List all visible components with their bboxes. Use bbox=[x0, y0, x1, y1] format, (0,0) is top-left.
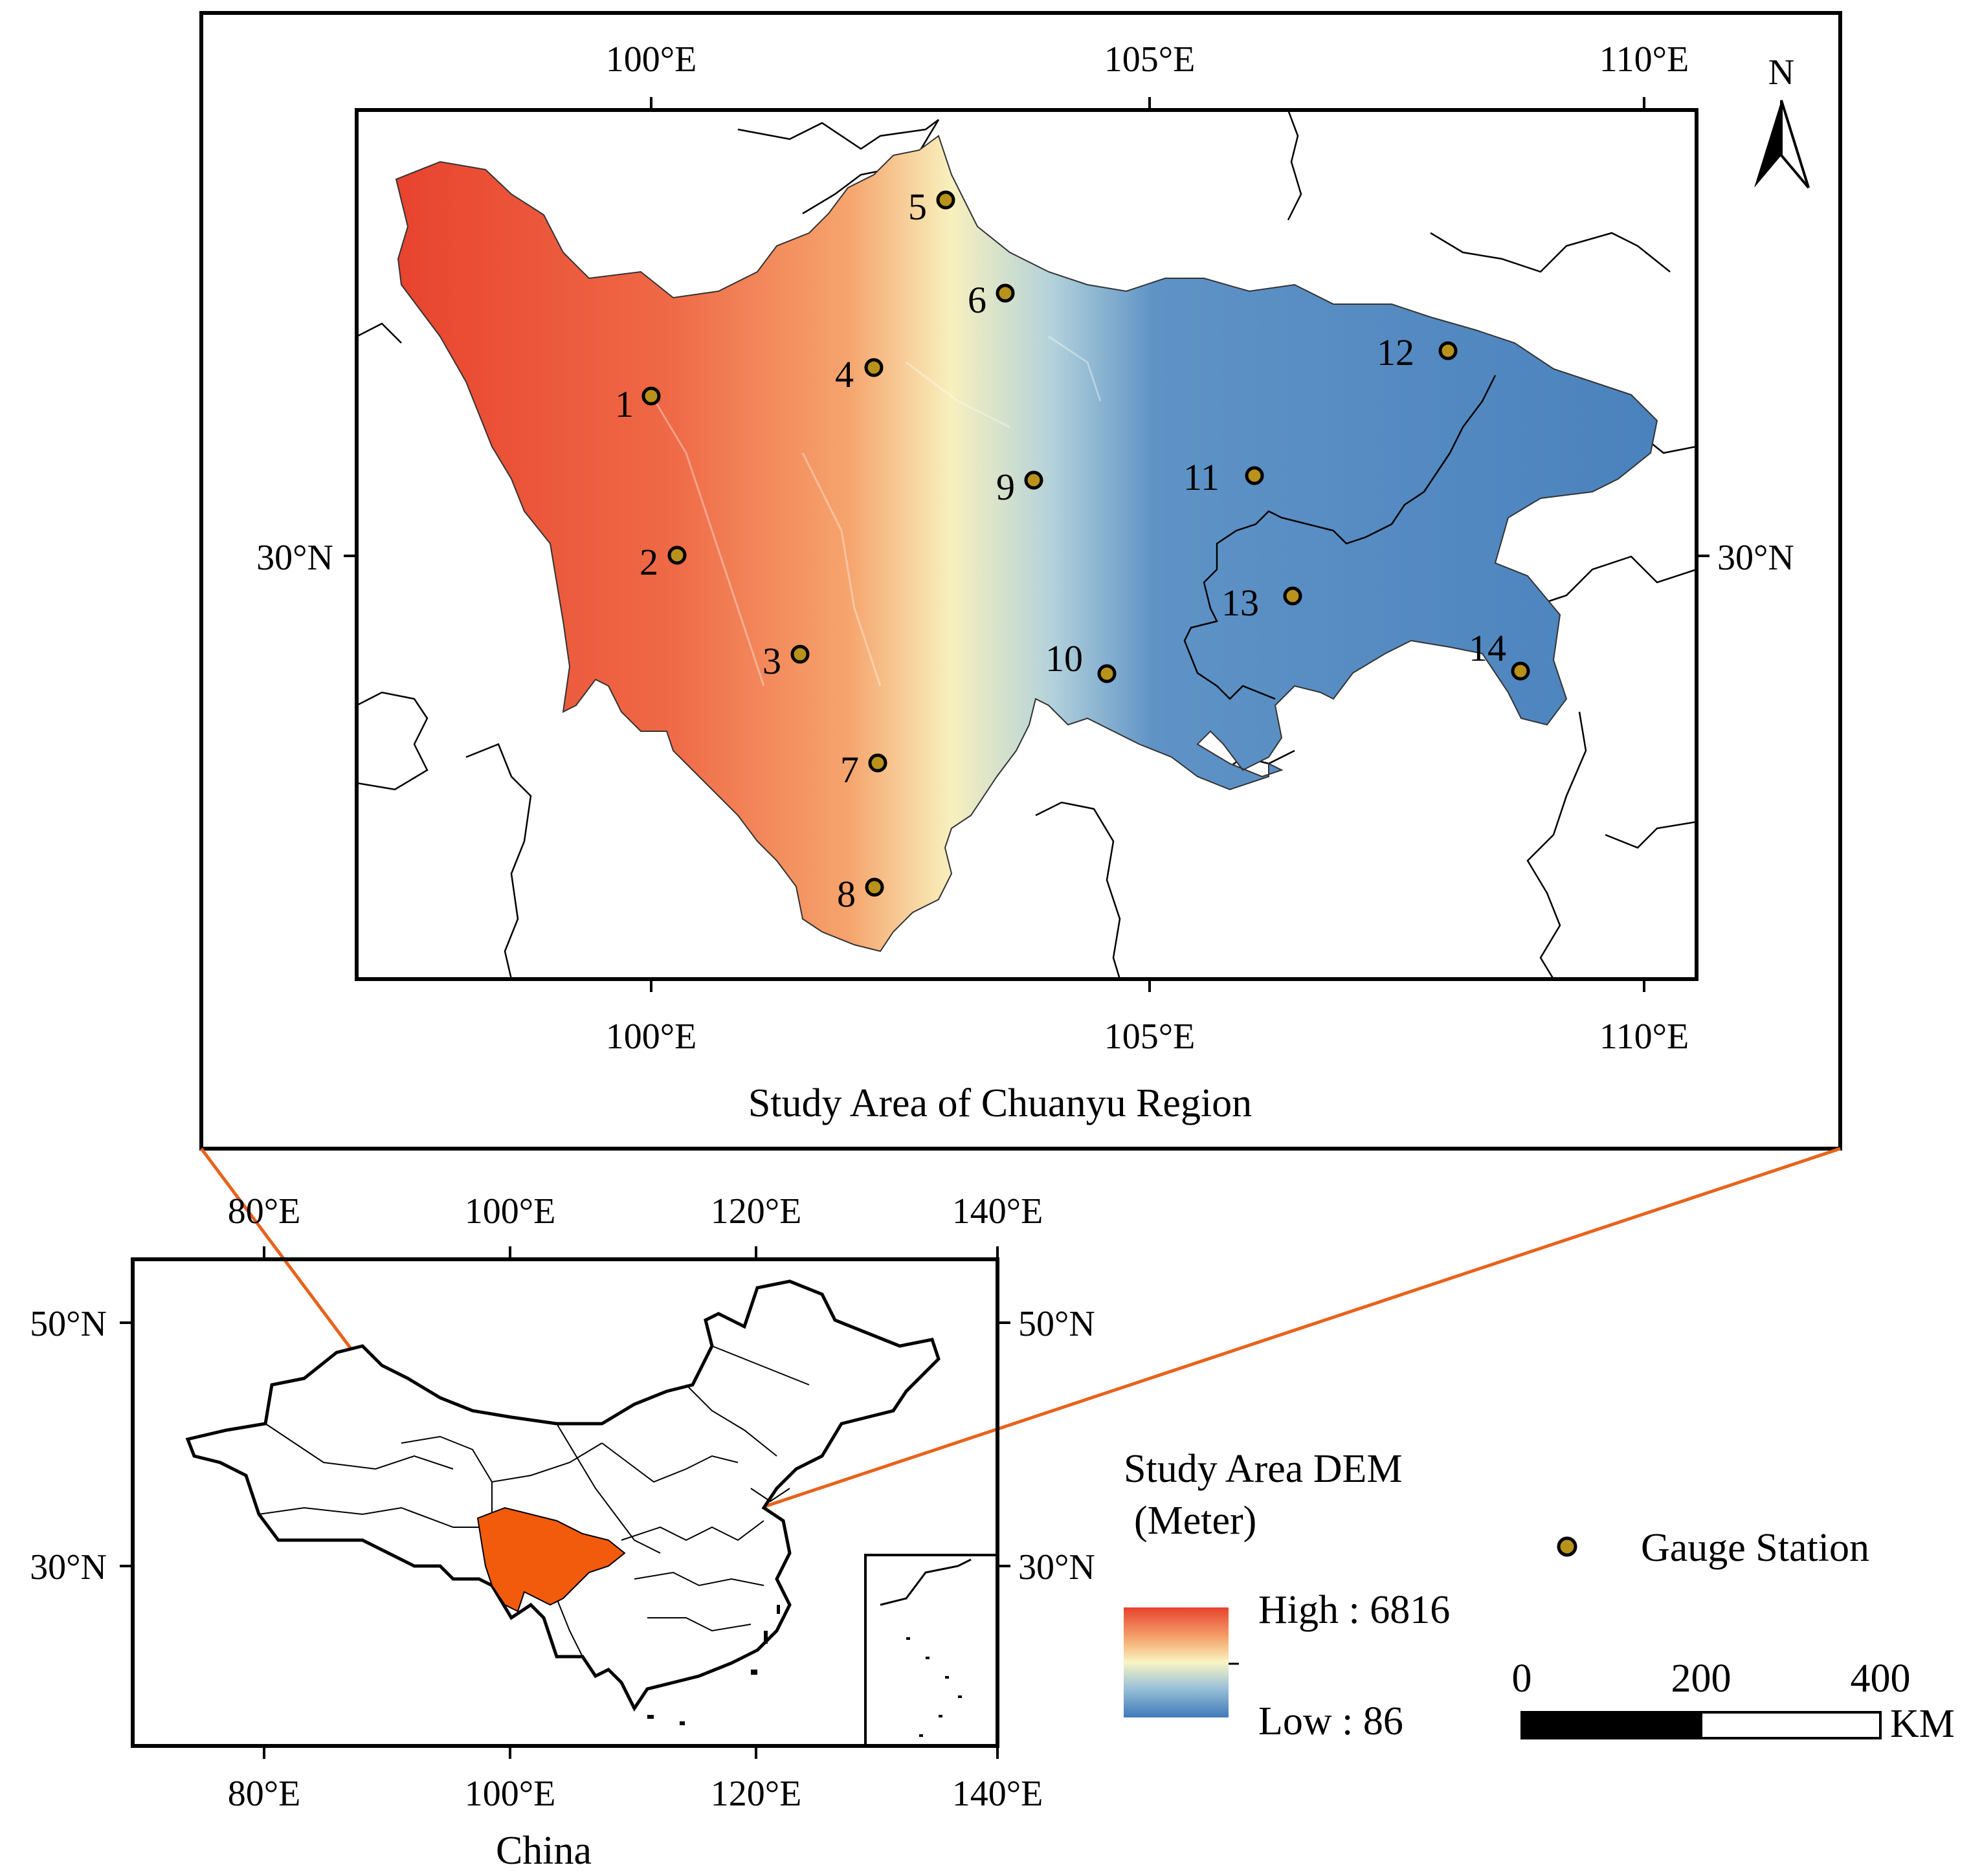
gauge-station-marker bbox=[865, 877, 884, 897]
gauge-station-marker bbox=[996, 283, 1015, 303]
inset-top-lon-label: 100°E bbox=[606, 39, 697, 80]
north-arrow-letter: N bbox=[1768, 52, 1794, 93]
inset-bottom-lon-label: 105°E bbox=[1104, 1017, 1196, 1057]
gauge-station-legend-symbol bbox=[1557, 1536, 1577, 1557]
inset-ticks bbox=[344, 97, 1709, 992]
inset-outer-frame bbox=[199, 11, 1842, 1151]
gauge-station-label: 6 bbox=[968, 279, 986, 321]
overview-top-lon-label: 140°E bbox=[952, 1191, 1043, 1231]
scale-unit: KM bbox=[1890, 1702, 1955, 1746]
study-region-dem bbox=[395, 135, 1658, 953]
gauge-station-marker bbox=[667, 546, 687, 565]
gauge-station-label: 9 bbox=[996, 466, 1015, 508]
overview-map-frame bbox=[131, 1257, 999, 1748]
inset-right-lat-label: 30°N bbox=[1717, 538, 1794, 578]
gauge-station-marker bbox=[936, 190, 955, 210]
overview-caption: China bbox=[496, 1829, 592, 1873]
north-arrow: N bbox=[1754, 52, 1810, 189]
inset-bottom-lon-label: 110°E bbox=[1599, 1017, 1689, 1057]
inset-map-frame bbox=[355, 108, 1698, 981]
gauge-station-marker bbox=[1438, 341, 1458, 360]
islands bbox=[647, 1605, 780, 1725]
inset-left-lat-label: 30°N bbox=[256, 538, 333, 578]
overview-top-lon-label: 80°E bbox=[228, 1191, 301, 1231]
gauge-station-marker bbox=[790, 645, 810, 664]
south-china-sea-inset bbox=[864, 1554, 997, 1746]
terrain-overlay bbox=[646, 335, 1102, 687]
inset-top-lon-label: 105°E bbox=[1104, 39, 1196, 80]
gauge-station-label: 5 bbox=[908, 186, 927, 228]
sichuan-chongqing-highlight bbox=[476, 1506, 626, 1613]
gauge-station-label: 3 bbox=[763, 640, 781, 682]
overview-top-lon-label: 120°E bbox=[711, 1191, 802, 1231]
overview-left-lat-label: 50°N bbox=[30, 1304, 107, 1344]
legend: Study Area DEM (Meter) High : 6816 Low :… bbox=[1124, 1447, 1955, 1746]
gauge-station-label: 12 bbox=[1377, 331, 1414, 373]
gauge-station-label: 13 bbox=[1221, 582, 1259, 624]
gauge-station-marker bbox=[1283, 586, 1302, 606]
scale-bar: 0 200 400 KM bbox=[1512, 1657, 1955, 1746]
dem-low-label: Low : 86 bbox=[1258, 1699, 1403, 1743]
overview-right-lat-label: 50°N bbox=[1018, 1304, 1095, 1344]
gauge-station-marker bbox=[1024, 470, 1043, 490]
scale-tick-label: 200 bbox=[1671, 1657, 1732, 1701]
gauge-station-label: 11 bbox=[1183, 456, 1219, 498]
gauge-station-label: 2 bbox=[640, 541, 658, 583]
gauge-station-marker bbox=[1097, 664, 1117, 683]
gauge-station-label: 4 bbox=[835, 353, 854, 395]
inset-bottom-lon-label: 100°E bbox=[606, 1017, 697, 1057]
gauge-station-marker bbox=[1511, 661, 1530, 681]
overview-bottom-lon-label: 140°E bbox=[952, 1774, 1043, 1814]
overview-map: 80°E 100°E 120°E 140°E 80°E 100°E 120°E … bbox=[30, 1191, 1095, 1873]
dem-legend-unit: (Meter) bbox=[1134, 1499, 1256, 1543]
scale-tick-label: 400 bbox=[1851, 1657, 1911, 1701]
inset-top-lon-label: 110°E bbox=[1599, 39, 1689, 80]
dem-legend-title: Study Area DEM bbox=[1124, 1447, 1403, 1491]
dem-high-label: High : 6816 bbox=[1258, 1588, 1450, 1632]
internal-boundary bbox=[1183, 375, 1497, 700]
gauge-station-label: 10 bbox=[1045, 637, 1083, 679]
overview-bottom-lon-label: 120°E bbox=[711, 1774, 802, 1814]
overview-ticks bbox=[120, 1246, 1010, 1759]
gauge-station-label: 1 bbox=[615, 383, 634, 425]
gauge-station-label: 7 bbox=[840, 749, 859, 791]
overview-right-lat-label: 30°N bbox=[1018, 1547, 1095, 1587]
gauge-station-marker bbox=[1245, 466, 1264, 485]
gauge-station-legend-label: Gauge Station bbox=[1641, 1526, 1869, 1570]
province-boundaries bbox=[258, 1345, 810, 1657]
china-outline bbox=[185, 1279, 941, 1712]
gauge-station-marker bbox=[864, 358, 884, 377]
gauge-station-marker bbox=[868, 753, 887, 773]
overview-top-lon-label: 100°E bbox=[465, 1191, 556, 1231]
overview-bottom-lon-label: 80°E bbox=[228, 1774, 301, 1814]
gauge-station-label: 14 bbox=[1469, 627, 1506, 669]
scale-tick-label: 0 bbox=[1512, 1657, 1532, 1701]
inset-caption: Study Area of Chuanyu Region bbox=[748, 1081, 1252, 1125]
gauge-station-marker bbox=[641, 386, 661, 406]
overview-left-lat-label: 30°N bbox=[30, 1547, 107, 1587]
dem-color-ramp bbox=[1124, 1607, 1229, 1717]
gauge-station-label: 8 bbox=[837, 873, 856, 915]
overview-bottom-lon-label: 100°E bbox=[465, 1774, 556, 1814]
